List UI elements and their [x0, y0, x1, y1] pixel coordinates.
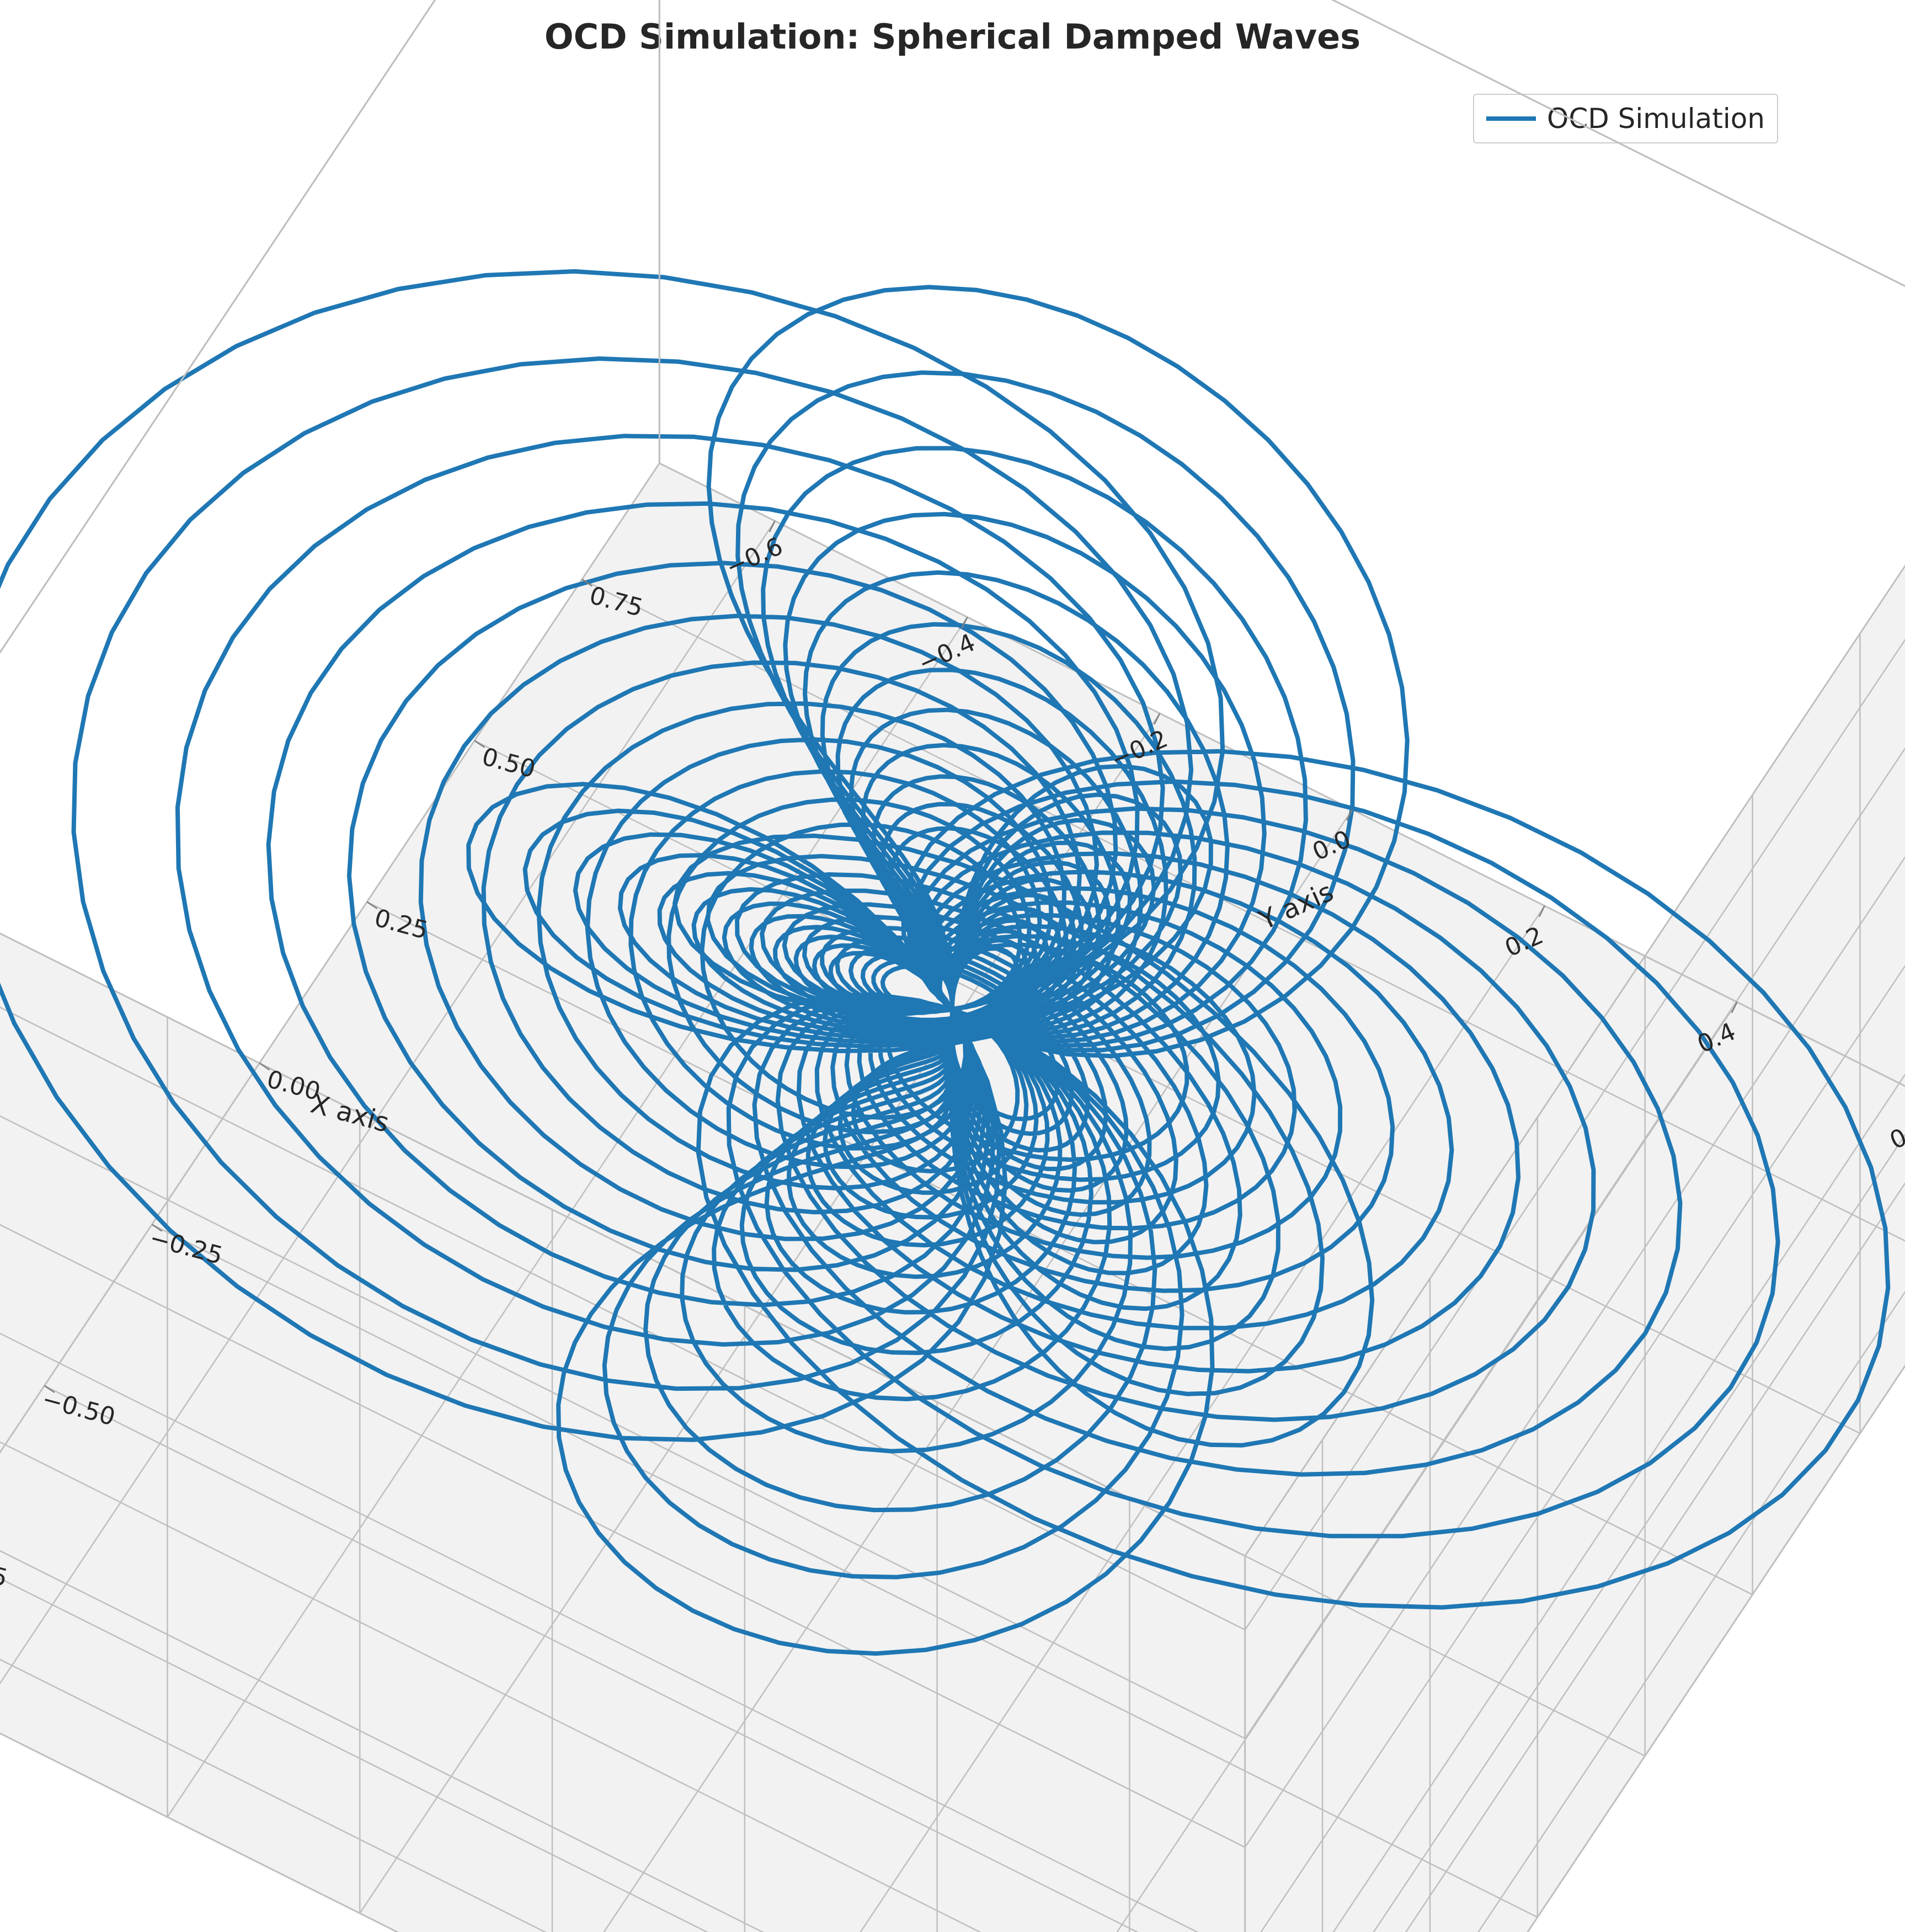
edge: [659, 0, 1905, 356]
edge: [659, 0, 1905, 356]
pane-floor-z: [0, 463, 1905, 1932]
chart-container: OCD Simulation: Spherical Damped Waves O…: [0, 0, 1905, 1932]
plot-3d: −0.75−0.50−0.250.000.250.500.75X axis−0.…: [0, 0, 1905, 1932]
